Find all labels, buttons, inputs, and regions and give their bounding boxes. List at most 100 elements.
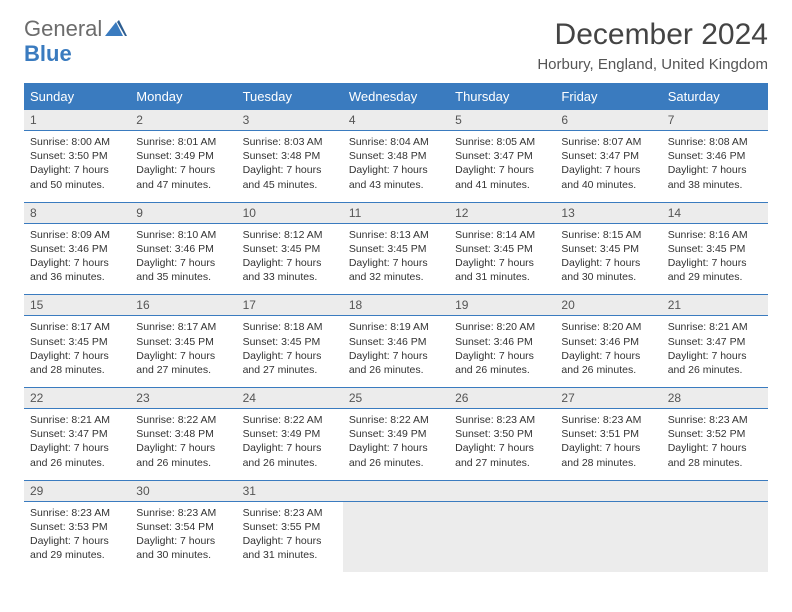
- sunrise-line: Sunrise: 8:23 AM: [455, 413, 549, 427]
- sunrise-line: Sunrise: 8:23 AM: [668, 413, 762, 427]
- day-number: 1: [24, 110, 130, 131]
- month-title: December 2024: [537, 18, 768, 52]
- sunset-line: Sunset: 3:48 PM: [136, 427, 230, 441]
- day-cell: Sunrise: 8:15 AMSunset: 3:45 PMDaylight:…: [555, 223, 661, 295]
- sunset-line: Sunset: 3:45 PM: [243, 335, 337, 349]
- day-cell: Sunrise: 8:22 AMSunset: 3:49 PMDaylight:…: [343, 409, 449, 481]
- logo-sail-icon: [105, 20, 127, 41]
- sunset-line: Sunset: 3:45 PM: [349, 242, 443, 256]
- sunrise-line: Sunrise: 8:23 AM: [561, 413, 655, 427]
- daynum-row: 293031: [24, 480, 768, 501]
- location: Horbury, England, United Kingdom: [537, 56, 768, 73]
- empty-cell: [555, 501, 661, 572]
- sunset-line: Sunset: 3:48 PM: [349, 149, 443, 163]
- day-number: 22: [24, 388, 130, 409]
- daylight-line: Daylight: 7 hours and 30 minutes.: [561, 256, 655, 284]
- sunrise-line: Sunrise: 8:12 AM: [243, 228, 337, 242]
- day-number: 21: [662, 295, 768, 316]
- sunset-line: Sunset: 3:45 PM: [136, 335, 230, 349]
- sunset-line: Sunset: 3:47 PM: [668, 335, 762, 349]
- sunrise-line: Sunrise: 8:22 AM: [243, 413, 337, 427]
- daynum-row: 22232425262728: [24, 388, 768, 409]
- day-number: [343, 480, 449, 501]
- daylight-line: Daylight: 7 hours and 45 minutes.: [243, 163, 337, 191]
- day-cell: Sunrise: 8:18 AMSunset: 3:45 PMDaylight:…: [237, 316, 343, 388]
- daylight-line: Daylight: 7 hours and 26 minutes.: [561, 349, 655, 377]
- day-number: 23: [130, 388, 236, 409]
- empty-cell: [662, 501, 768, 572]
- daylight-line: Daylight: 7 hours and 28 minutes.: [561, 441, 655, 469]
- sunset-line: Sunset: 3:51 PM: [561, 427, 655, 441]
- day-cell: Sunrise: 8:22 AMSunset: 3:49 PMDaylight:…: [237, 409, 343, 481]
- day-number: 14: [662, 202, 768, 223]
- daynum-row: 891011121314: [24, 202, 768, 223]
- day-number: 25: [343, 388, 449, 409]
- empty-cell: [343, 501, 449, 572]
- logo-word1: General: [24, 16, 102, 41]
- weekday-header: Wednesday: [343, 83, 449, 110]
- day-cell: Sunrise: 8:10 AMSunset: 3:46 PMDaylight:…: [130, 223, 236, 295]
- title-block: December 2024 Horbury, England, United K…: [537, 18, 768, 73]
- daylight-line: Daylight: 7 hours and 26 minutes.: [30, 441, 124, 469]
- sunrise-line: Sunrise: 8:08 AM: [668, 135, 762, 149]
- weekday-header: Sunday: [24, 83, 130, 110]
- sunset-line: Sunset: 3:45 PM: [561, 242, 655, 256]
- sunrise-line: Sunrise: 8:22 AM: [136, 413, 230, 427]
- weekday-header-row: SundayMondayTuesdayWednesdayThursdayFrid…: [24, 83, 768, 110]
- sunset-line: Sunset: 3:46 PM: [349, 335, 443, 349]
- empty-cell: [449, 501, 555, 572]
- sunset-line: Sunset: 3:46 PM: [455, 335, 549, 349]
- sunrise-line: Sunrise: 8:07 AM: [561, 135, 655, 149]
- daylight-line: Daylight: 7 hours and 26 minutes.: [136, 441, 230, 469]
- day-cell: Sunrise: 8:04 AMSunset: 3:48 PMDaylight:…: [343, 131, 449, 203]
- day-cell: Sunrise: 8:20 AMSunset: 3:46 PMDaylight:…: [449, 316, 555, 388]
- day-number: 4: [343, 110, 449, 131]
- detail-row: Sunrise: 8:00 AMSunset: 3:50 PMDaylight:…: [24, 131, 768, 203]
- day-number: 7: [662, 110, 768, 131]
- sunset-line: Sunset: 3:46 PM: [136, 242, 230, 256]
- daylight-line: Daylight: 7 hours and 40 minutes.: [561, 163, 655, 191]
- day-cell: Sunrise: 8:22 AMSunset: 3:48 PMDaylight:…: [130, 409, 236, 481]
- sunset-line: Sunset: 3:48 PM: [243, 149, 337, 163]
- sunrise-line: Sunrise: 8:16 AM: [668, 228, 762, 242]
- weekday-header: Tuesday: [237, 83, 343, 110]
- sunset-line: Sunset: 3:46 PM: [30, 242, 124, 256]
- sunset-line: Sunset: 3:49 PM: [136, 149, 230, 163]
- day-number: 2: [130, 110, 236, 131]
- day-number: 26: [449, 388, 555, 409]
- sunrise-line: Sunrise: 8:20 AM: [455, 320, 549, 334]
- detail-row: Sunrise: 8:17 AMSunset: 3:45 PMDaylight:…: [24, 316, 768, 388]
- day-cell: Sunrise: 8:23 AMSunset: 3:54 PMDaylight:…: [130, 501, 236, 572]
- day-number: [662, 480, 768, 501]
- day-cell: Sunrise: 8:12 AMSunset: 3:45 PMDaylight:…: [237, 223, 343, 295]
- sunset-line: Sunset: 3:45 PM: [668, 242, 762, 256]
- day-number: 3: [237, 110, 343, 131]
- weekday-header: Monday: [130, 83, 236, 110]
- day-cell: Sunrise: 8:20 AMSunset: 3:46 PMDaylight:…: [555, 316, 661, 388]
- day-cell: Sunrise: 8:16 AMSunset: 3:45 PMDaylight:…: [662, 223, 768, 295]
- sunrise-line: Sunrise: 8:17 AM: [30, 320, 124, 334]
- sunrise-line: Sunrise: 8:01 AM: [136, 135, 230, 149]
- daylight-line: Daylight: 7 hours and 26 minutes.: [455, 349, 549, 377]
- sunrise-line: Sunrise: 8:20 AM: [561, 320, 655, 334]
- daylight-line: Daylight: 7 hours and 26 minutes.: [349, 441, 443, 469]
- day-number: 17: [237, 295, 343, 316]
- day-cell: Sunrise: 8:13 AMSunset: 3:45 PMDaylight:…: [343, 223, 449, 295]
- daylight-line: Daylight: 7 hours and 26 minutes.: [668, 349, 762, 377]
- sunset-line: Sunset: 3:49 PM: [349, 427, 443, 441]
- day-cell: Sunrise: 8:23 AMSunset: 3:53 PMDaylight:…: [24, 501, 130, 572]
- sunrise-line: Sunrise: 8:21 AM: [30, 413, 124, 427]
- day-number: 9: [130, 202, 236, 223]
- day-cell: Sunrise: 8:05 AMSunset: 3:47 PMDaylight:…: [449, 131, 555, 203]
- sunset-line: Sunset: 3:45 PM: [30, 335, 124, 349]
- logo-text-block: General Blue: [24, 18, 127, 66]
- sunrise-line: Sunrise: 8:14 AM: [455, 228, 549, 242]
- day-cell: Sunrise: 8:21 AMSunset: 3:47 PMDaylight:…: [24, 409, 130, 481]
- daylight-line: Daylight: 7 hours and 50 minutes.: [30, 163, 124, 191]
- sunset-line: Sunset: 3:52 PM: [668, 427, 762, 441]
- sunset-line: Sunset: 3:50 PM: [30, 149, 124, 163]
- sunrise-line: Sunrise: 8:04 AM: [349, 135, 443, 149]
- sunrise-line: Sunrise: 8:15 AM: [561, 228, 655, 242]
- day-number: 29: [24, 480, 130, 501]
- sunrise-line: Sunrise: 8:22 AM: [349, 413, 443, 427]
